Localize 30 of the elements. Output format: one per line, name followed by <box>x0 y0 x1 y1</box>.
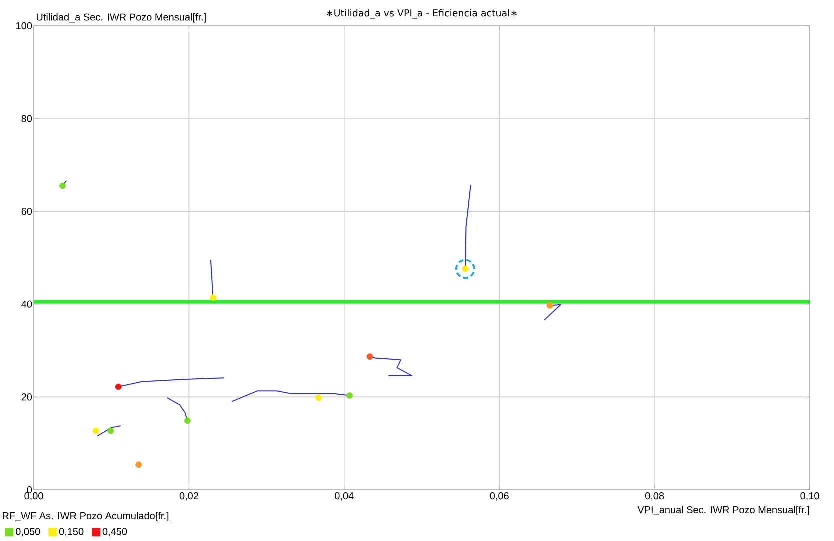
point <box>346 392 354 400</box>
y-tick-label: 60 <box>22 208 32 216</box>
x-axis-title: VPI_anual Sec. IWR Pozo Mensual[fr.] <box>638 506 810 516</box>
y-tick-label: 20 <box>22 394 32 401</box>
x-tick-label: 0,00 <box>24 492 44 501</box>
point <box>115 384 122 390</box>
chart-title: ∗Utilidad_a vs VPI_a - Eficiencia actual∗ <box>327 9 517 19</box>
y-tick-label: 80 <box>22 115 32 122</box>
x-tick-label: 0,02 <box>180 492 198 501</box>
point <box>210 294 216 302</box>
x-tick-label: 0,06 <box>490 492 509 501</box>
legend-title: RF_WF As. IWR Pozo Acumulado[fr.] <box>3 512 169 522</box>
point <box>108 428 114 434</box>
x-tick-label: 0,10 <box>800 492 820 501</box>
point <box>316 395 322 402</box>
y-tick-label: 0 <box>27 486 32 494</box>
point <box>184 418 191 424</box>
legend-label: 0,150 <box>59 528 84 537</box>
point <box>546 302 554 310</box>
y-tick-label: 100 <box>16 22 32 30</box>
legend-label: 0,050 <box>16 528 40 537</box>
point <box>136 462 142 468</box>
point <box>366 354 374 360</box>
legend-label: 0,450 <box>102 528 128 537</box>
x-tick-label: 0,04 <box>335 492 354 501</box>
y-axis-title: Utilidad_a Sec. IWR Pozo Mensual[fr.] <box>36 14 206 23</box>
point <box>92 428 100 434</box>
point <box>60 183 66 190</box>
y-tick-label: 40 <box>22 301 32 308</box>
x-tick-label: 0,08 <box>645 492 664 501</box>
